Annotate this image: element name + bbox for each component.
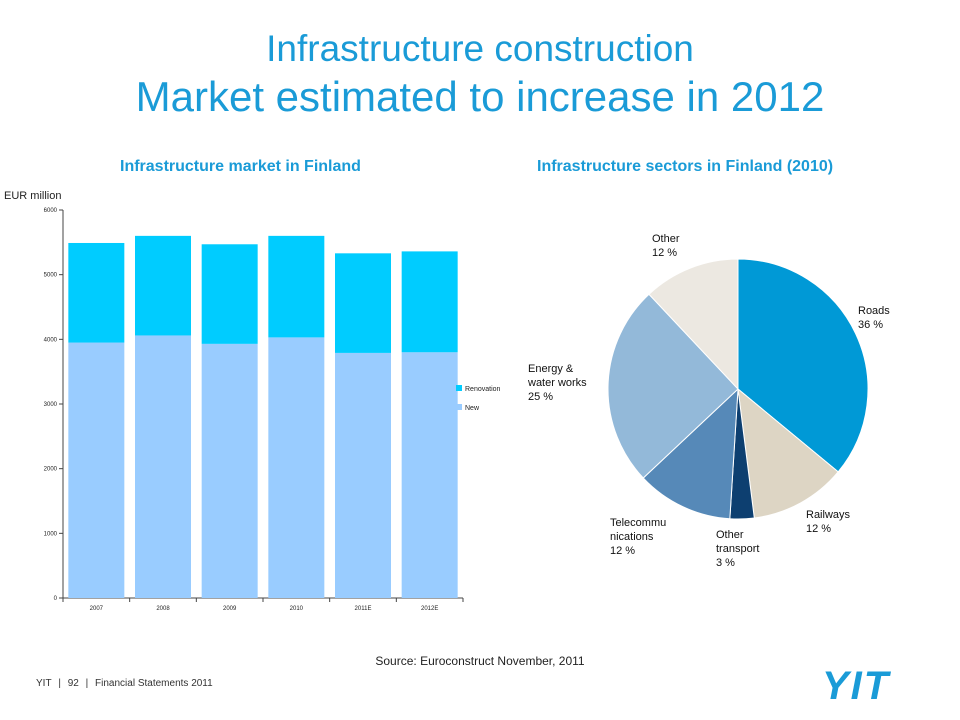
- bar-renovation-2011e: [335, 253, 391, 353]
- x-tick-label: 2007: [90, 606, 104, 612]
- bar-new-2010: [268, 337, 325, 598]
- y-tick-label: 3000: [44, 402, 58, 408]
- bar-new-2008: [135, 335, 191, 598]
- pie-label-other: Other: [652, 233, 680, 245]
- pie-label-other: 12 %: [652, 247, 677, 259]
- footer: YIT | 92 | Financial Statements 2011: [36, 678, 217, 689]
- bar-renovation-2010: [268, 235, 325, 338]
- legend-label-new: New: [465, 405, 480, 412]
- footer-separator: |: [58, 678, 61, 689]
- pie-label-other-transport: transport: [716, 543, 759, 555]
- pie-slice-railways: [737, 387, 839, 519]
- y-tick-label: 2000: [44, 467, 58, 473]
- footer-document: Financial Statements 2011: [95, 678, 213, 689]
- pie-label-telecommunications: Telecommu: [610, 517, 666, 529]
- bar-new-2009: [201, 343, 258, 598]
- pie-label-energy-water-works: 25 %: [528, 391, 553, 403]
- y-tick-label: 1000: [44, 531, 58, 537]
- pie-label-telecommunications: nications: [610, 531, 654, 543]
- bar-renovation-2009: [201, 244, 258, 344]
- bar-chart-title: Infrastructure market in Finland: [120, 158, 361, 175]
- legend-label-renovation: Renovation: [465, 386, 501, 393]
- y-tick-label: 5000: [44, 273, 58, 279]
- bar-new-2012e: [401, 352, 458, 598]
- x-tick-label: 2009: [223, 606, 237, 612]
- pie-label-railways: Railways: [806, 509, 851, 521]
- stacked-bar-chart: 0 1000 2000 3000 4000 5000 6000 2007 2008 2009 201…: [44, 208, 501, 612]
- pie-label-energy-water-works: Energy &: [528, 363, 574, 375]
- footer-page-number: 92: [67, 678, 79, 689]
- y-axis-unit-label: EUR million: [4, 190, 62, 202]
- title-line-1: Infrastructure construction: [266, 28, 694, 69]
- pie-chart: Roads 36 % Railways 12 % Other transport 3 % Te…: [527, 233, 890, 569]
- pie-label-telecommunications: 12 %: [610, 545, 635, 557]
- pie-label-other-transport: 3 %: [716, 557, 735, 569]
- bar-new-2007: [68, 342, 125, 598]
- pie-label-roads: 36 %: [858, 319, 883, 331]
- x-tick-label: 2011E: [355, 606, 372, 612]
- x-tick-label: 2008: [156, 606, 170, 612]
- bar-renovation-2008: [135, 235, 191, 336]
- bar-new-2011e: [335, 352, 391, 598]
- pie-slice-energy-water-works: [607, 293, 739, 479]
- yit-logo: YIT: [822, 664, 891, 708]
- pie-slice-telecommunications: [642, 387, 739, 520]
- pie-label-other-transport: Other: [716, 529, 744, 541]
- pie-chart-title: Infrastructure sectors in Finland (2010): [537, 158, 834, 175]
- legend-swatch-renovation: [456, 385, 462, 391]
- legend-swatch-new: [456, 404, 462, 410]
- y-tick-label: 4000: [44, 337, 58, 343]
- footer-company: YIT: [36, 678, 52, 689]
- title-line-2: Market estimated to increase in 2012: [135, 73, 825, 120]
- bar-renovation-2007: [68, 242, 125, 343]
- source-note: Source: Euroconstruct November, 2011: [375, 654, 585, 668]
- pie-slice-other: [648, 258, 739, 391]
- y-tick-label: 6000: [44, 208, 58, 214]
- pie-label-energy-water-works: water works: [527, 377, 587, 389]
- pie-label-railways: 12 %: [806, 523, 831, 535]
- x-tick-label: 2012E: [421, 606, 438, 612]
- bar-renovation-2012e: [401, 251, 458, 353]
- footer-separator: |: [85, 678, 89, 689]
- pie-slice-roads: [737, 258, 869, 473]
- pie-label-roads: Roads: [858, 305, 890, 317]
- x-tick-label: 2010: [290, 606, 304, 612]
- y-tick-label: 0: [54, 596, 58, 602]
